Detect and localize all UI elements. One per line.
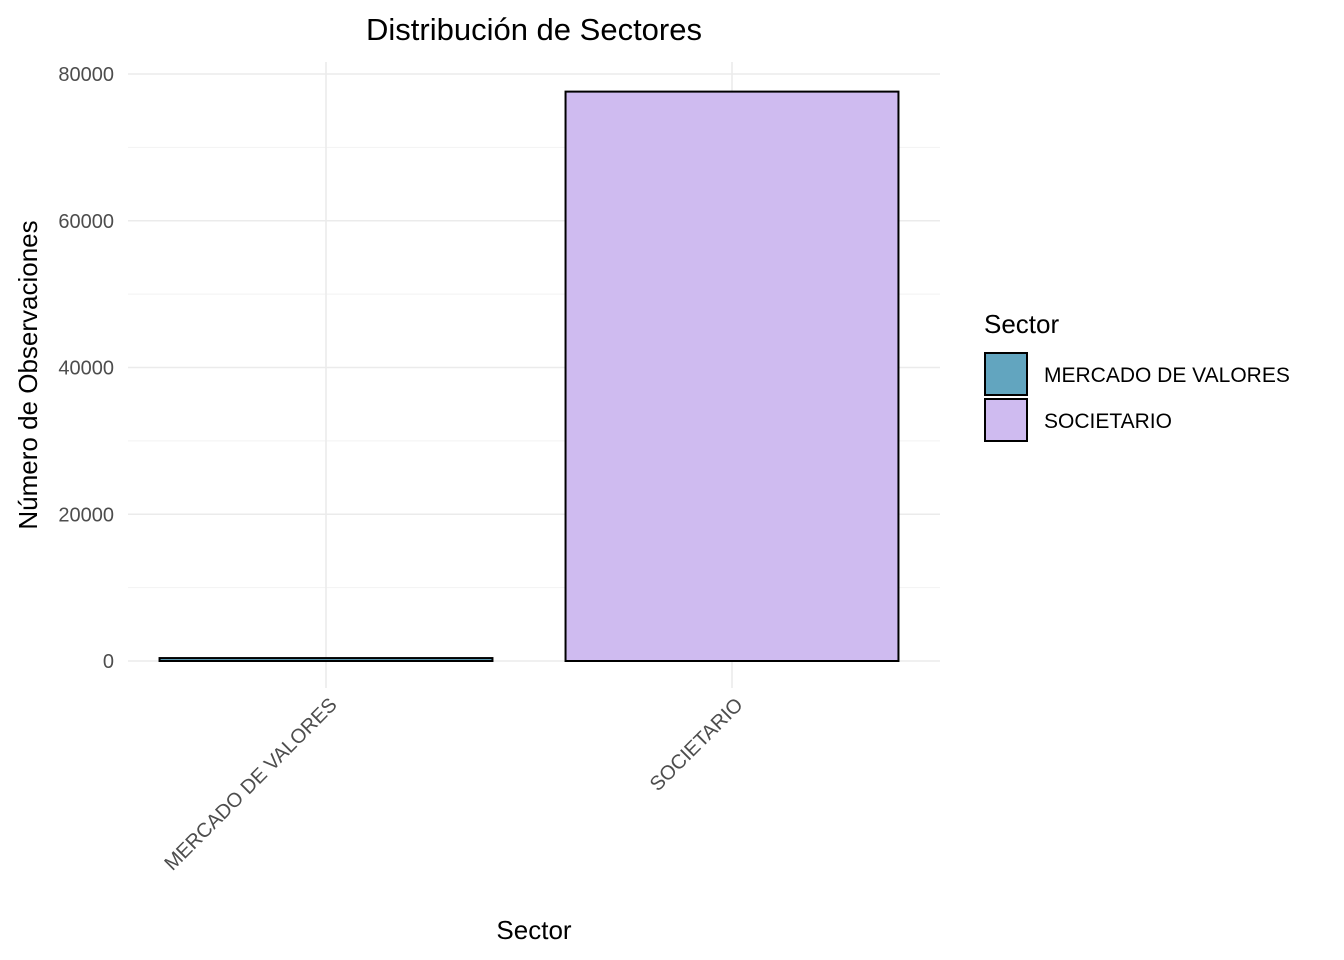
legend-label: MERCADO DE VALORES	[1044, 364, 1290, 387]
y-tick-label: 20000	[58, 504, 114, 526]
chart-title: Distribución de Sectores	[366, 12, 702, 47]
legend-items: MERCADO DE VALORES SOCIETARIO	[984, 352, 1290, 442]
x-axis-ticks: MERCADO DE VALORES SOCIETARIO	[160, 694, 747, 875]
legend-key	[984, 398, 1028, 442]
bars	[158, 90, 900, 663]
x-axis-title: Sector	[496, 915, 571, 945]
y-tick-label: 80000	[58, 64, 114, 86]
bar	[158, 657, 494, 663]
legend: Sector MERCADO DE VALORES SOCIETARIO	[984, 309, 1290, 442]
x-tick-label: MERCADO DE VALORES	[160, 694, 341, 875]
y-axis-title: Número de Observaciones	[13, 220, 43, 529]
y-tick-label: 40000	[58, 358, 114, 380]
y-axis-ticks: 0 20000 40000 60000 80000	[58, 64, 114, 673]
y-tick-label: 60000	[58, 211, 114, 233]
bar	[564, 90, 900, 663]
legend-label: SOCIETARIO	[1044, 410, 1172, 433]
x-tick-label: SOCIETARIO	[646, 694, 748, 796]
legend-title: Sector	[984, 309, 1059, 339]
legend-key	[984, 352, 1028, 396]
y-tick-label: 0	[103, 651, 114, 673]
